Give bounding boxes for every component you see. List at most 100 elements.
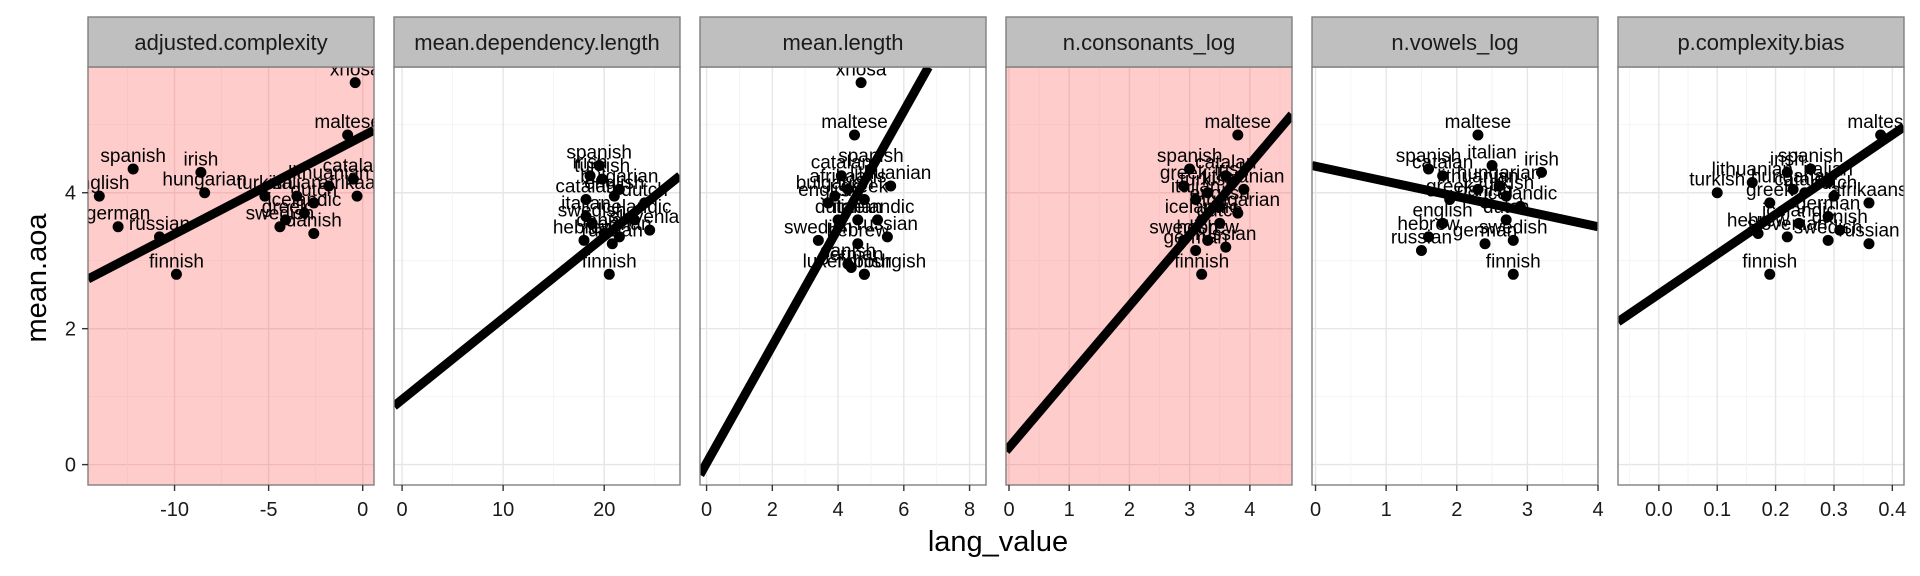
point-label: slovenian [1747,214,1827,235]
x-tick-label: 3 [1522,499,1533,521]
point-label: catalan [323,156,384,177]
data-point [1178,180,1190,192]
point-label: dutch [621,180,667,201]
panel-background [88,67,374,485]
data-point [881,231,893,243]
facet-strip [393,16,681,68]
data-point [580,194,592,206]
panel-background [1312,67,1598,485]
point-label: spanish [1157,146,1223,167]
panel-grid [1312,67,1598,485]
data-point [885,180,897,192]
x-axis-ticks: 0 10 20 [397,485,615,521]
panel-grid [1618,67,1904,485]
facet-strip [1005,16,1293,68]
data-point [342,129,354,141]
data-point [1202,187,1214,199]
x-axis-ticks: -10 -5 0 [160,485,368,521]
data-point [603,268,615,280]
point-label: finnish [1486,251,1541,272]
data-point [323,180,335,192]
data-point [1822,211,1834,223]
x-tick-label: 0.4 [1878,499,1906,521]
data-point [858,194,870,206]
y-axis-title: mean.aoa [21,213,53,343]
regression-line [1312,161,1598,232]
point-label: danish [576,211,632,232]
data-point [1423,231,1435,243]
panel-background [700,67,986,485]
x-tick-label: 0.3 [1820,499,1848,521]
data-point [586,217,598,229]
point-label: hungarian [162,170,247,191]
point-label: italian [561,194,611,215]
data-point [93,190,105,202]
data-point [1507,268,1519,280]
x-tick-label: 0 [701,499,712,521]
point-label: spanish [1396,146,1462,167]
facet-panel-1: xhosa maltese catalan spanish english irishhu… [69,16,384,521]
data-point [298,207,310,219]
data-point [1190,194,1202,206]
point-label: russian [857,214,918,235]
data-point [308,197,320,209]
point-label: bulgarian [796,173,874,194]
x-tick-label: 4 [1592,499,1603,521]
x-tick-label: 4 [833,499,844,521]
panel-grid [700,67,986,485]
point-label: afrikaans [1830,180,1907,201]
point-label: german [86,204,150,225]
point-label: swedish [784,217,853,238]
point-label: lithuanian [288,163,369,184]
regression-line [88,126,374,284]
point-label: dutch [1483,197,1529,218]
point-label: finnish [1174,251,1229,272]
point-label: spanish [838,146,904,167]
data-point [1863,197,1875,209]
point-label: dutch [815,197,861,218]
point-label: irish [1524,149,1559,170]
data-point [629,214,641,226]
point-label: icelandic [267,190,341,211]
data-point [1472,129,1484,141]
data-point [127,163,139,175]
point-label: english [69,173,129,194]
panel-points: xhosa maltese catalan spanish english irishhu… [69,67,384,280]
point-label: maltese [821,112,888,133]
data-point [593,160,605,172]
point-label: greek [1746,180,1794,201]
point-label: dutch [1197,200,1243,221]
facet-title: p.complexity.bias [1677,30,1844,55]
point-label: hungarian [1196,190,1281,211]
point-label: russian [1391,228,1452,249]
facet-strip [87,16,375,68]
point-label: catalan [1195,153,1256,174]
facet-title: n.vowels_log [1391,30,1518,55]
point-label: lithuanian [1712,160,1793,181]
point-label: italian [1803,160,1853,181]
data-point [1500,214,1512,226]
point-label: swedish [1149,217,1218,238]
data-point [1423,163,1435,175]
x-tick-label: 20 [593,499,615,521]
data-point [1514,200,1526,212]
data-point [842,183,854,195]
data-point [1486,160,1498,172]
point-label: german [1163,228,1227,249]
data-point [1805,163,1817,175]
data-point [1437,170,1449,182]
x-tick-label: -5 [260,499,278,521]
data-point [829,190,841,202]
data-point [1500,190,1512,202]
data-point [1196,214,1208,226]
point-label: english [584,173,644,194]
point-label: swedish [558,200,627,221]
data-point [1214,200,1226,212]
point-label: finnish [837,251,892,272]
point-label: german [819,245,883,266]
point-label: russian [1195,224,1256,245]
x-tick-label: 0.0 [1645,499,1673,521]
